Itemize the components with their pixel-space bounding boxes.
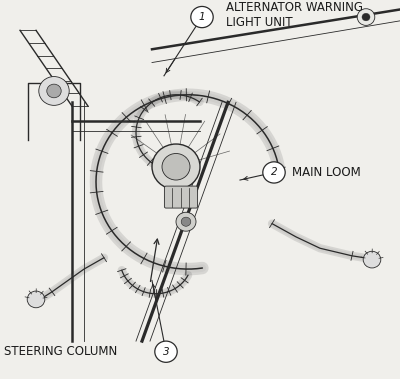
Circle shape: [27, 291, 45, 308]
Text: 3: 3: [163, 347, 169, 357]
Circle shape: [176, 212, 196, 231]
Circle shape: [152, 144, 200, 190]
Circle shape: [162, 153, 190, 180]
Circle shape: [181, 217, 191, 226]
Circle shape: [39, 77, 69, 105]
FancyBboxPatch shape: [164, 186, 198, 208]
Text: MAIN LOOM: MAIN LOOM: [292, 166, 361, 179]
Circle shape: [362, 13, 370, 21]
Text: ALTERNATOR WARNING: ALTERNATOR WARNING: [226, 1, 363, 14]
Circle shape: [263, 162, 285, 183]
Text: 1: 1: [199, 12, 205, 22]
Circle shape: [191, 6, 213, 28]
Circle shape: [357, 9, 375, 25]
Circle shape: [363, 251, 381, 268]
Text: LIGHT UNIT: LIGHT UNIT: [226, 16, 293, 29]
Circle shape: [155, 341, 177, 362]
Text: STEERING COLUMN: STEERING COLUMN: [4, 345, 117, 358]
Circle shape: [47, 84, 61, 98]
Text: 2: 2: [271, 168, 277, 177]
